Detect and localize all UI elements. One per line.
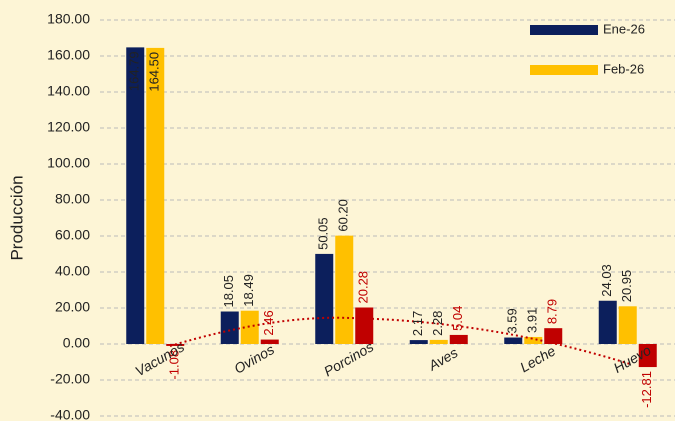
legend-swatch <box>530 25 598 35</box>
bar <box>598 300 617 344</box>
value-label: 8.79 <box>545 299 560 324</box>
value-label: 164.50 <box>147 52 162 92</box>
y-tick-label: 0.00 <box>63 335 90 351</box>
bar <box>335 235 354 344</box>
value-label: 164.79 <box>127 51 142 91</box>
bar <box>638 344 657 368</box>
y-tick-label: 20.00 <box>55 299 90 315</box>
value-label: 3.59 <box>505 308 520 333</box>
y-tick-label: 80.00 <box>55 191 90 207</box>
value-label: 60.20 <box>336 199 351 232</box>
y-tick-label: 140.00 <box>47 83 90 99</box>
bar <box>429 339 448 344</box>
value-label: 2.17 <box>410 311 425 336</box>
bar <box>220 311 239 344</box>
value-label: 3.91 <box>525 308 540 333</box>
bar <box>504 337 523 344</box>
legend-label: Ene-26 <box>603 21 645 36</box>
x-tick-label: Ovinos <box>231 341 277 377</box>
y-axis-label: Producción <box>7 175 26 260</box>
y-tick-label: 60.00 <box>55 227 90 243</box>
value-label: 24.03 <box>599 264 614 297</box>
bar <box>315 253 334 344</box>
value-label: 2.46 <box>261 310 276 335</box>
value-label: 18.05 <box>221 275 236 308</box>
value-label: 20.28 <box>356 271 371 304</box>
y-tick-label: 180.00 <box>47 11 90 27</box>
bar <box>524 336 543 344</box>
x-tick-label: Huevo <box>611 342 654 376</box>
bar <box>449 334 468 344</box>
bar <box>355 307 374 344</box>
bar <box>544 328 563 344</box>
y-tick-label: -40.00 <box>50 407 90 421</box>
x-tick-label: Leche <box>517 342 558 375</box>
y-tick-label: 40.00 <box>55 263 90 279</box>
x-tick-label: Aves <box>425 344 461 374</box>
y-tick-label: 160.00 <box>47 47 90 63</box>
y-tick-label: 100.00 <box>47 155 90 171</box>
bar <box>146 47 165 345</box>
bars <box>126 47 657 368</box>
value-label: -1.08 <box>167 350 182 380</box>
legend-swatch <box>530 65 598 75</box>
grid <box>100 19 675 417</box>
legend-label: Feb-26 <box>603 61 644 76</box>
value-label: 18.49 <box>241 274 256 307</box>
value-label: -12.81 <box>639 371 654 408</box>
value-label: 50.05 <box>316 217 331 250</box>
bar <box>126 47 145 345</box>
value-label: 5.04 <box>450 306 465 331</box>
bar <box>618 306 637 344</box>
bar <box>260 339 279 344</box>
value-label: 20.95 <box>619 270 634 303</box>
y-tick-label: -20.00 <box>50 371 90 387</box>
bar <box>409 340 428 344</box>
y-tick-label: 120.00 <box>47 119 90 135</box>
value-label: 2.28 <box>430 311 445 336</box>
trend-line <box>169 316 631 365</box>
